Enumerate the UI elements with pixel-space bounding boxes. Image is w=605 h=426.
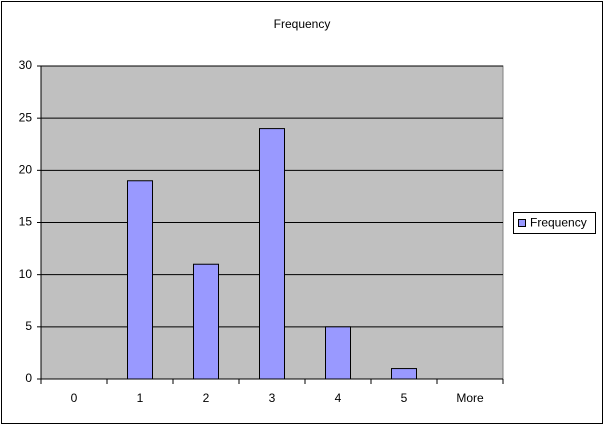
legend-label: Frequency	[530, 216, 587, 230]
y-tick-label: 30	[19, 58, 33, 72]
y-tick-label: 5	[25, 319, 32, 333]
x-tick-label: 2	[203, 391, 210, 405]
x-tick-label: 3	[269, 391, 276, 405]
y-tick-label: 10	[19, 267, 33, 281]
chart-title: Frequency	[274, 17, 331, 31]
bar	[127, 180, 153, 380]
x-tick-label: 0	[71, 391, 78, 405]
bar	[259, 128, 285, 380]
x-tick-label: 1	[137, 391, 144, 405]
y-tick-label: 15	[19, 215, 33, 229]
bar	[325, 326, 351, 380]
legend-box	[513, 212, 596, 234]
legend-swatch	[518, 219, 526, 227]
x-tick-label: More	[456, 391, 484, 405]
bar	[193, 263, 219, 380]
y-tick-label: 0	[25, 371, 32, 385]
bar	[391, 368, 417, 380]
x-tick-label: 5	[401, 391, 408, 405]
x-tick-label: 4	[335, 391, 342, 405]
y-tick-label: 25	[19, 110, 33, 124]
y-tick-label: 20	[19, 163, 33, 177]
